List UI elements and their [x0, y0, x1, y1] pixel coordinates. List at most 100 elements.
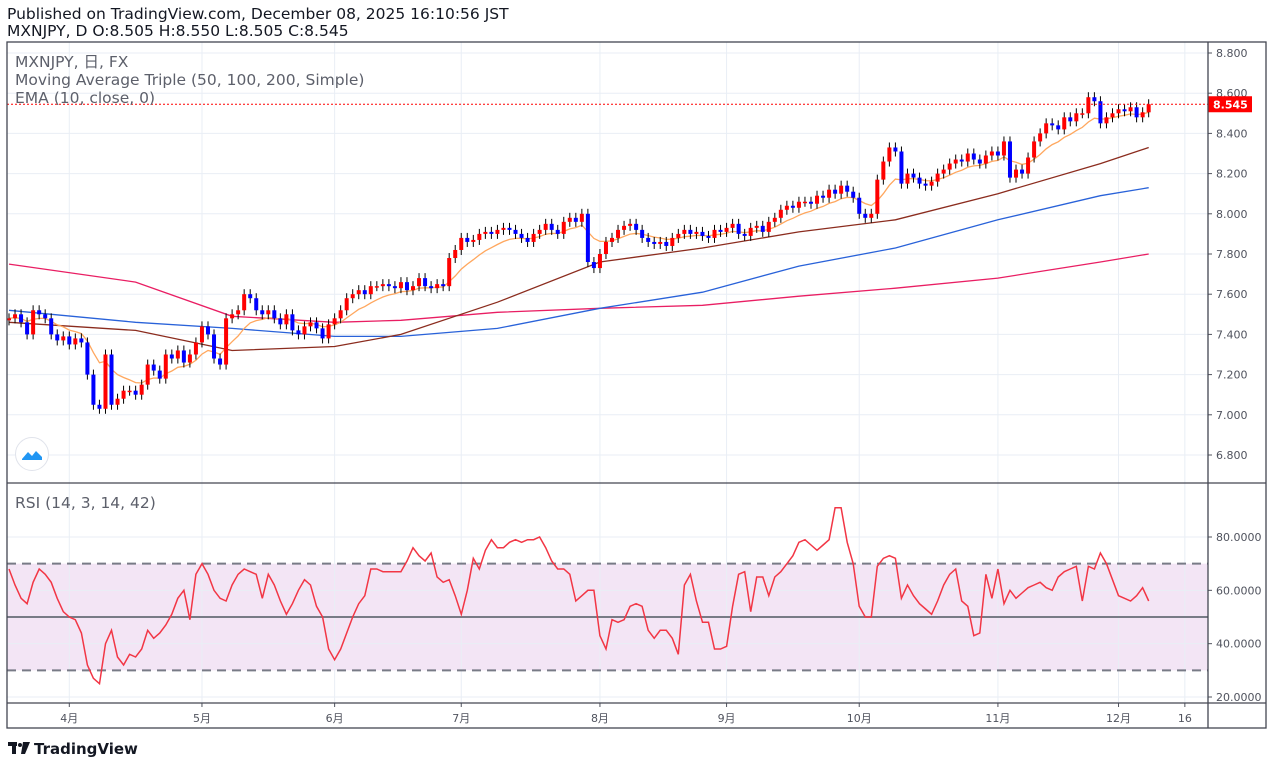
candle[interactable]	[573, 217, 578, 222]
candle[interactable]	[314, 322, 319, 329]
candle[interactable]	[1146, 104, 1151, 113]
candle[interactable]	[205, 326, 210, 335]
candle[interactable]	[302, 326, 307, 335]
candle[interactable]	[31, 310, 36, 335]
candle[interactable]	[971, 153, 976, 160]
candle[interactable]	[802, 201, 807, 204]
candle[interactable]	[965, 153, 970, 162]
candle[interactable]	[658, 241, 663, 244]
candle[interactable]	[899, 151, 904, 184]
tradingview-cloud-icon[interactable]	[15, 437, 49, 471]
candle[interactable]	[676, 233, 681, 238]
candle[interactable]	[447, 258, 452, 287]
candle[interactable]	[73, 338, 78, 345]
legend-ema[interactable]: EMA (10, close, 0)	[15, 89, 156, 107]
candle[interactable]	[929, 181, 934, 186]
candle[interactable]	[1110, 113, 1115, 118]
candle[interactable]	[187, 354, 192, 363]
candle[interactable]	[555, 229, 560, 234]
candle[interactable]	[278, 318, 283, 325]
candle[interactable]	[1074, 113, 1079, 122]
candle[interactable]	[688, 229, 693, 234]
candle[interactable]	[163, 354, 168, 379]
candle[interactable]	[326, 324, 331, 339]
candle[interactable]	[833, 189, 838, 194]
candle[interactable]	[664, 241, 669, 246]
candle[interactable]	[706, 235, 711, 238]
candle[interactable]	[875, 179, 880, 214]
candle[interactable]	[983, 155, 988, 164]
candle[interactable]	[851, 191, 856, 198]
candle[interactable]	[718, 229, 723, 232]
candle[interactable]	[863, 213, 868, 218]
candle[interactable]	[320, 328, 325, 339]
candle[interactable]	[429, 286, 434, 289]
candle[interactable]	[1026, 157, 1031, 174]
candle[interactable]	[13, 314, 18, 319]
candle[interactable]	[519, 233, 524, 238]
candle[interactable]	[953, 159, 958, 164]
candle[interactable]	[772, 217, 777, 222]
candle[interactable]	[1001, 141, 1006, 156]
candle[interactable]	[338, 310, 343, 319]
candle[interactable]	[248, 294, 253, 299]
candle[interactable]	[808, 201, 813, 204]
candle[interactable]	[917, 177, 922, 184]
candle[interactable]	[1092, 97, 1097, 102]
candle[interactable]	[411, 286, 416, 291]
candle[interactable]	[55, 334, 60, 341]
candle[interactable]	[254, 298, 259, 311]
candle[interactable]	[525, 237, 530, 242]
candle[interactable]	[374, 286, 379, 288]
candle[interactable]	[911, 173, 916, 178]
candle[interactable]	[67, 336, 72, 345]
candle[interactable]	[561, 221, 566, 234]
candle[interactable]	[652, 241, 657, 244]
candle[interactable]	[417, 278, 422, 287]
candle[interactable]	[760, 225, 765, 232]
candle[interactable]	[121, 390, 126, 399]
candle[interactable]	[622, 225, 627, 230]
candle[interactable]	[712, 229, 717, 238]
candle[interactable]	[670, 237, 675, 246]
candle[interactable]	[61, 336, 66, 341]
candle[interactable]	[935, 173, 940, 182]
candle[interactable]	[1140, 112, 1145, 118]
candle[interactable]	[139, 384, 144, 395]
candle[interactable]	[1104, 117, 1109, 124]
candle[interactable]	[742, 233, 747, 236]
candle[interactable]	[778, 209, 783, 218]
candle[interactable]	[549, 223, 554, 230]
candle[interactable]	[923, 183, 928, 186]
candle[interactable]	[465, 237, 470, 242]
candle[interactable]	[989, 151, 994, 156]
candle[interactable]	[483, 231, 488, 234]
candle[interactable]	[1122, 109, 1127, 112]
candle[interactable]	[887, 147, 892, 162]
legend-ma-triple[interactable]: Moving Average Triple (50, 100, 200, Sim…	[15, 71, 365, 89]
candle[interactable]	[284, 314, 289, 325]
candle[interactable]	[224, 318, 229, 365]
candle[interactable]	[634, 223, 639, 230]
candle[interactable]	[1116, 109, 1121, 114]
candle[interactable]	[103, 354, 108, 409]
candle[interactable]	[1007, 141, 1012, 178]
candle[interactable]	[766, 221, 771, 232]
candle[interactable]	[839, 185, 844, 194]
candle[interactable]	[700, 231, 705, 236]
candle[interactable]	[537, 229, 542, 234]
candle[interactable]	[386, 284, 391, 287]
candle[interactable]	[350, 294, 355, 299]
candle[interactable]	[1098, 101, 1103, 124]
candle[interactable]	[199, 326, 204, 343]
candle[interactable]	[308, 322, 313, 327]
candle[interactable]	[730, 223, 735, 228]
candle[interactable]	[356, 290, 361, 295]
candle[interactable]	[591, 262, 596, 269]
candle[interactable]	[423, 278, 428, 287]
candle[interactable]	[1080, 113, 1085, 115]
candle[interactable]	[296, 330, 301, 335]
candle[interactable]	[37, 310, 42, 315]
candle[interactable]	[441, 284, 446, 287]
candle[interactable]	[1050, 123, 1055, 126]
